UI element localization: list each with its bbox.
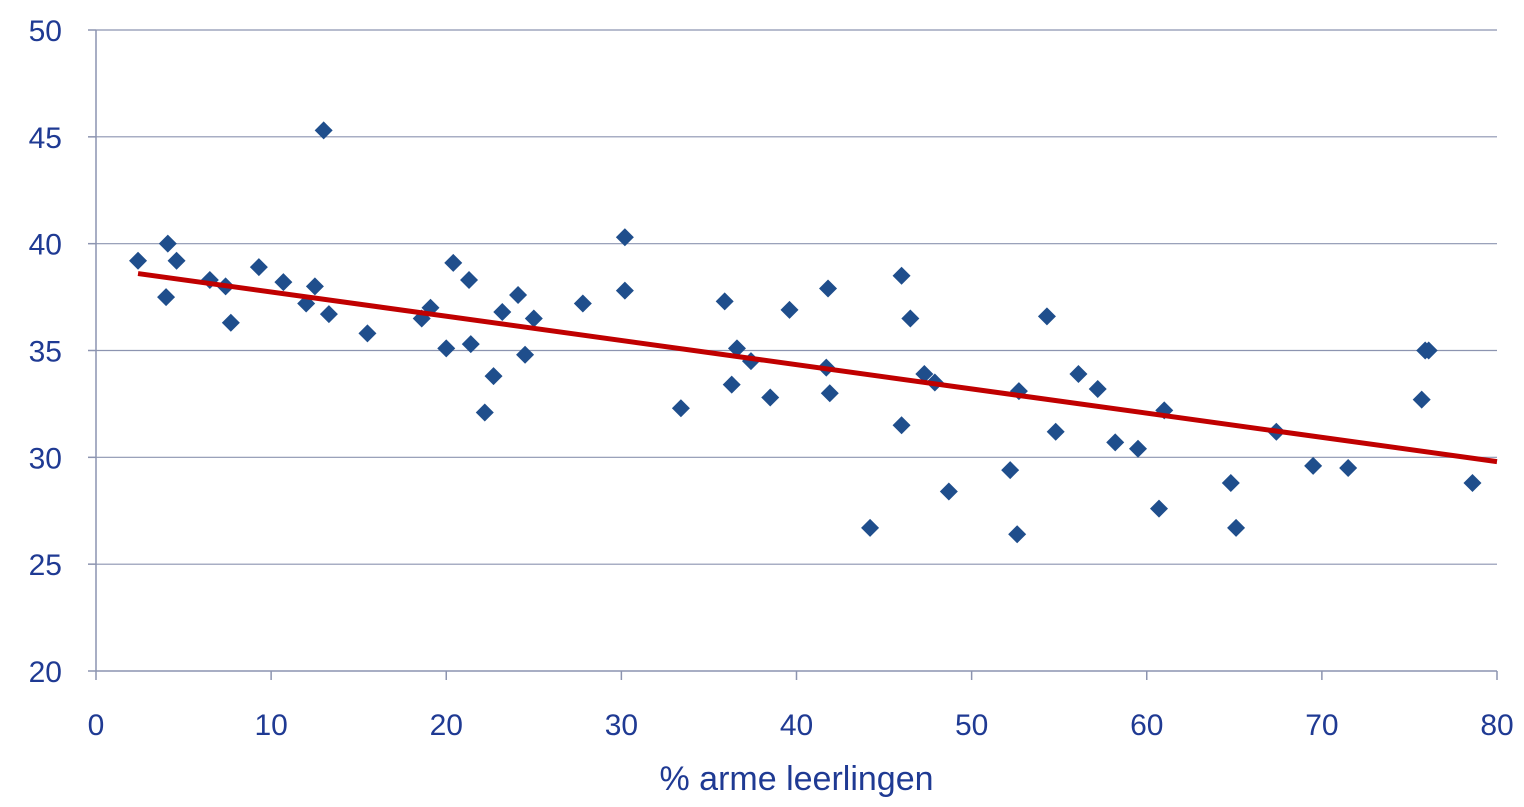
data-point-58 <box>1227 518 1246 537</box>
data-point-62 <box>1412 390 1431 409</box>
x-axis-label: % arme leerlingen <box>659 760 933 798</box>
x-tick-label: 30 <box>605 709 638 742</box>
data-point-7 <box>249 258 268 277</box>
y-tick-label: 40 <box>29 229 62 262</box>
data-point-31 <box>722 375 741 394</box>
data-point-61 <box>1339 459 1358 478</box>
data-point-46 <box>1001 461 1020 480</box>
trendline-group <box>137 271 1498 465</box>
data-point-20 <box>475 403 494 422</box>
data-point-65 <box>1463 473 1482 492</box>
data-point-45 <box>939 482 958 501</box>
data-point-23 <box>509 285 528 304</box>
x-tick-label: 20 <box>430 709 463 742</box>
data-point-52 <box>1088 379 1107 398</box>
x-tick-label: 70 <box>1305 709 1338 742</box>
data-point-38 <box>820 384 839 403</box>
data-point-34 <box>761 388 780 407</box>
x-tick-label: 10 <box>254 709 287 742</box>
data-point-40 <box>892 266 911 285</box>
data-point-49 <box>1037 307 1056 326</box>
data-point-47 <box>1008 525 1027 544</box>
data-point-24 <box>516 345 535 364</box>
data-point-21 <box>484 367 503 386</box>
data-point-3 <box>167 251 186 270</box>
data-point-42 <box>901 309 920 328</box>
data-point-12 <box>319 305 338 324</box>
data-points <box>129 121 1482 544</box>
data-point-53 <box>1106 433 1125 452</box>
data-point-2 <box>157 288 176 307</box>
data-point-13 <box>358 324 377 343</box>
y-tick-label: 45 <box>29 122 62 155</box>
data-point-1 <box>158 234 177 253</box>
data-point-37 <box>819 279 838 298</box>
y-tick-label: 25 <box>29 549 62 582</box>
data-point-22 <box>493 303 512 322</box>
data-point-35 <box>780 300 799 319</box>
data-point-54 <box>1128 439 1147 458</box>
x-tick-label: 40 <box>780 709 813 742</box>
axes <box>88 29 1498 680</box>
data-point-6 <box>221 313 240 332</box>
data-point-16 <box>437 339 456 358</box>
y-tick-label: 30 <box>29 442 62 475</box>
x-tick-labels: 0 10 20 30 40 50 60 70 80 <box>88 709 1514 742</box>
x-tick-label: 50 <box>955 709 988 742</box>
data-point-57 <box>1221 473 1240 492</box>
data-point-18 <box>460 270 479 289</box>
data-point-64 <box>1419 341 1438 360</box>
data-point-28 <box>615 281 634 300</box>
data-point-41 <box>892 416 911 435</box>
data-point-27 <box>615 228 634 247</box>
data-point-30 <box>715 292 734 311</box>
data-point-0 <box>129 251 148 270</box>
data-point-43 <box>915 365 934 384</box>
trendline <box>137 271 1498 465</box>
data-point-51 <box>1069 365 1088 384</box>
data-point-17 <box>444 253 463 272</box>
y-tick-label: 20 <box>29 656 62 689</box>
data-point-11 <box>314 121 333 140</box>
x-tick-label: 0 <box>88 709 105 742</box>
data-point-60 <box>1304 456 1323 475</box>
data-point-55 <box>1150 499 1169 518</box>
data-point-19 <box>461 335 480 354</box>
y-tick-label: 50 <box>29 15 62 48</box>
data-point-29 <box>671 399 690 418</box>
data-point-26 <box>573 294 592 313</box>
x-tick-label: 60 <box>1130 709 1163 742</box>
data-point-8 <box>274 273 293 292</box>
data-point-50 <box>1046 422 1065 441</box>
data-point-10 <box>305 277 324 296</box>
gridlines <box>96 29 1497 565</box>
data-point-32 <box>727 339 746 358</box>
x-tick-label: 80 <box>1480 709 1513 742</box>
y-tick-labels: 20 25 30 35 40 45 50 <box>29 15 62 689</box>
data-point-25 <box>524 309 543 328</box>
y-tick-label: 35 <box>29 336 62 369</box>
data-point-39 <box>861 518 880 537</box>
